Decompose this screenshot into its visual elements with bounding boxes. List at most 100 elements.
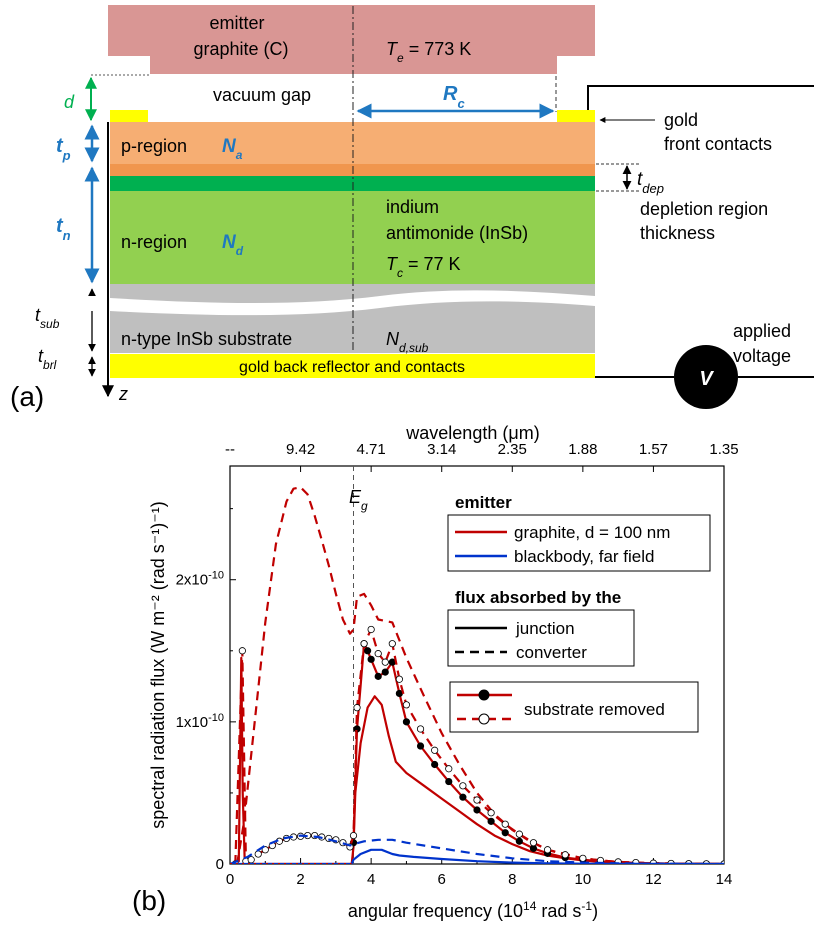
data-point (561, 851, 569, 859)
back-reflector-label: gold back reflector and contacts (239, 359, 465, 376)
top-axis-tick-labels: -- 9.42 4.71 3.14 2.35 1.88 1.57 1.35 (225, 441, 739, 458)
legend-flux-box (447, 609, 635, 667)
y-tick-label: 0 (216, 856, 224, 873)
data-point (381, 668, 389, 676)
data-point (374, 650, 382, 658)
y-tick-label: 1x10-10 (176, 712, 224, 731)
emitter-material: graphite (C) (193, 39, 288, 59)
nd-sub-label: Nd,sub (386, 329, 429, 355)
data-point (473, 796, 481, 804)
x-axis-title: angular frequency (1014 rad s-1) (348, 899, 598, 921)
legend-graphite-label: graphite, d = 100 nm (514, 523, 670, 542)
eg-label: Eg (349, 487, 368, 513)
data-point (261, 846, 269, 854)
plot-frame (229, 465, 725, 865)
top-tick-label: 1.88 (568, 441, 597, 458)
data-point (247, 856, 255, 864)
rc-label: Rc (443, 83, 465, 111)
data-point (402, 718, 411, 726)
data-point (388, 640, 396, 648)
voltage-source-icon (674, 345, 738, 409)
indium-label: indium (386, 197, 439, 217)
data-point (374, 672, 382, 680)
data-point (367, 625, 375, 634)
data-point (353, 704, 361, 712)
data-point (238, 647, 246, 655)
tdep-label: tdep (637, 169, 664, 196)
data-point (364, 647, 372, 655)
top-tick-label: 3.14 (427, 441, 456, 458)
x-tick-label: 2 (296, 871, 304, 888)
data-point (487, 809, 495, 817)
voltage-symbol: V (699, 368, 714, 390)
top-axis-title: wavelength (μm) (405, 423, 539, 443)
y-axis-title: spectral radiation flux (W m⁻² (rad s⁻¹)… (148, 501, 168, 829)
substrate-label: n-type InSb substrate (121, 329, 292, 349)
tp-label: tp (56, 135, 71, 163)
na-label: Na (222, 136, 243, 162)
data-point (487, 817, 495, 825)
series-line-1 (230, 656, 724, 864)
depletion-label-line2: thickness (640, 223, 715, 243)
tn-label: tn (56, 215, 71, 243)
legend-open-marker (478, 713, 490, 725)
insb-label: antimonide (InSb) (386, 223, 528, 243)
data-point (543, 846, 552, 854)
data-point (254, 850, 262, 858)
spectral-flux-chart: wavelength (μm) -- 9.42 4.71 3.14 2.35 1.88 1.… (132, 423, 739, 921)
legend-blackbody-label: blackbody, far field (514, 547, 654, 566)
data-point (501, 820, 509, 828)
series-line-0 (236, 486, 724, 864)
data-point (529, 839, 538, 847)
series-line-3 (234, 628, 724, 864)
cell-temperature: Tc = 77 K (386, 254, 461, 280)
device-schematic: emitter graphite (C) Te = 773 K vacuum g… (10, 5, 814, 412)
top-tick-label: 1.57 (639, 441, 668, 458)
emitter-block (108, 5, 595, 74)
x-tick-label: 0 (226, 871, 234, 888)
p-region-label: p-region (121, 136, 187, 156)
y-axis-tick-labels: 0 1x10-10 2x10-10 (176, 570, 224, 873)
n-region-label: n-region (121, 232, 187, 252)
tsub-label: tsub (35, 305, 60, 331)
data-point (381, 658, 389, 666)
vacuum-gap-label: vacuum gap (213, 85, 311, 105)
data-point (459, 782, 467, 790)
legend-substrate-label: substrate removed (524, 700, 665, 719)
data-point (515, 837, 523, 845)
series-line-2 (352, 642, 724, 864)
x-tick-label: 14 (716, 871, 733, 888)
data-point (402, 701, 411, 709)
x-tick-label: 10 (575, 871, 592, 888)
legend: emitter graphite, d = 100 nm blackbody, … (447, 493, 711, 733)
n-region-layer (110, 191, 595, 288)
gold-contacts-line1: gold (664, 110, 698, 130)
top-tick-label: 2.35 (498, 441, 527, 458)
data-point (416, 725, 425, 733)
front-contact-right (557, 110, 595, 122)
legend-converter-label: converter (516, 643, 587, 662)
x-tick-label: 6 (438, 871, 446, 888)
panel-b-label: (b) (132, 885, 166, 916)
x-tick-label: 12 (645, 871, 662, 888)
substrate-break-upper (110, 284, 595, 303)
back-reflector (110, 354, 595, 378)
data-point (473, 806, 481, 814)
applied-voltage-line1: applied (733, 321, 791, 341)
top-tick-label: 1.35 (709, 441, 738, 458)
gap-d-label: d (64, 92, 75, 112)
data-point (459, 793, 467, 801)
data-point (431, 746, 439, 754)
data-point (501, 829, 509, 837)
legend-flux-title: flux absorbed by the (455, 588, 621, 607)
x-tick-label: 4 (367, 871, 375, 888)
legend-filled-marker (478, 689, 490, 701)
front-contact-left (110, 110, 148, 122)
emitter-label: emitter (209, 13, 264, 33)
bottom-axis-tick-labels: 0 2 4 6 8 10 12 14 (226, 871, 733, 888)
circuit-wire-top (587, 85, 814, 110)
top-tick-label: 4.71 (357, 441, 386, 458)
plot-area (230, 466, 724, 864)
